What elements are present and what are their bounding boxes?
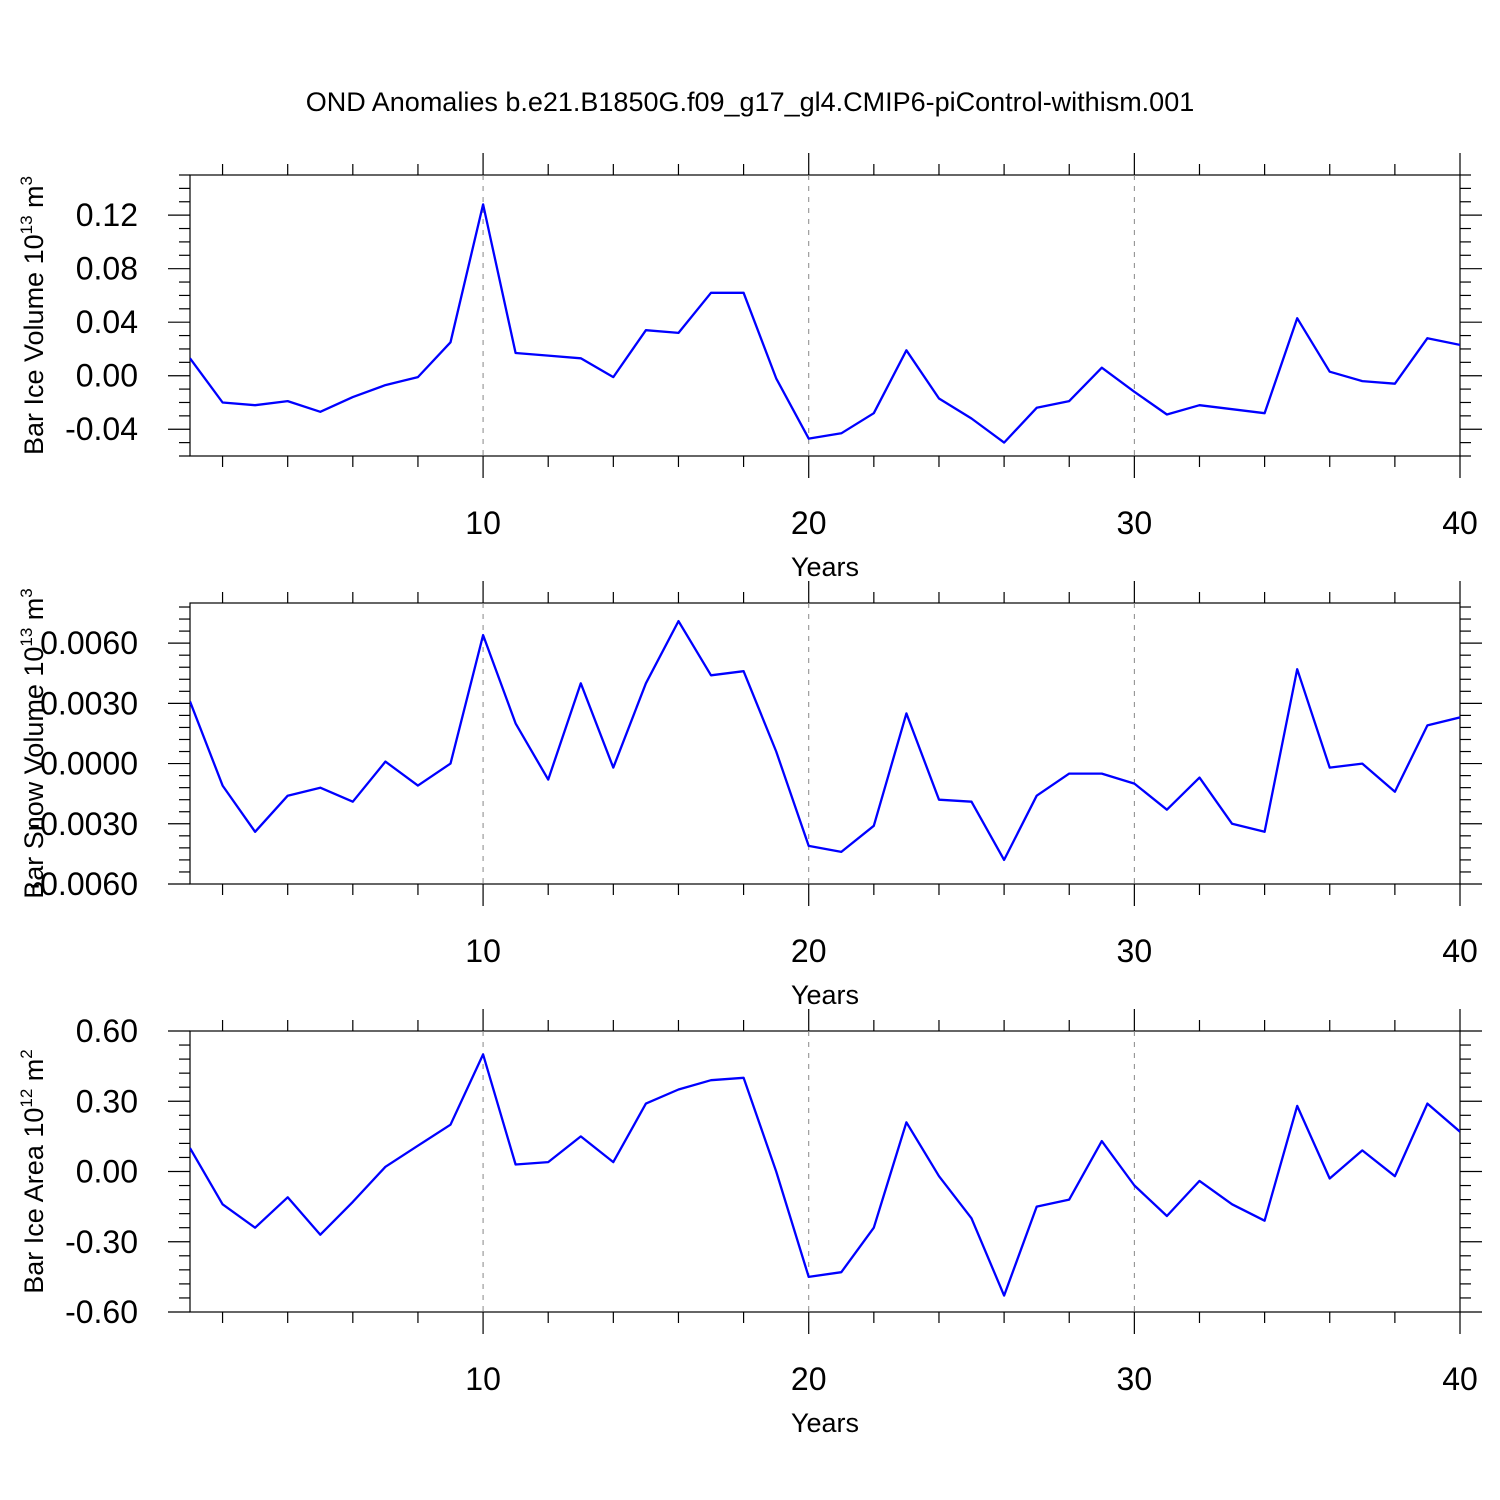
y-tick-label: 0.60	[76, 1013, 138, 1049]
x-tick-label: 40	[1442, 933, 1478, 969]
x-tick-label: 10	[465, 505, 501, 541]
x-tick-label: 20	[791, 505, 827, 541]
y-tick-label: -0.60	[65, 1294, 138, 1330]
x-tick-label: 20	[791, 933, 827, 969]
y-tick-label: 0.12	[76, 197, 138, 233]
series-line	[190, 1053, 1460, 1297]
y-tick-label: -0.30	[65, 1224, 138, 1260]
y-tick-label: 0.0030	[40, 685, 138, 721]
x-axis-label: Years	[791, 1408, 859, 1438]
x-tick-label: 30	[1117, 505, 1153, 541]
y-axis-label: Bar Snow Volume 1013 m3	[17, 588, 49, 899]
x-tick-label: 40	[1442, 505, 1478, 541]
y-tick-label: 0.04	[76, 304, 138, 340]
y-tick-label: -0.0030	[29, 806, 138, 842]
x-tick-label: 30	[1117, 1361, 1153, 1397]
x-tick-label: 40	[1442, 1361, 1478, 1397]
x-axis-label: Years	[791, 980, 859, 1010]
x-axis-label: Years	[791, 552, 859, 582]
plot-frame	[189, 174, 1461, 457]
y-axis-label: Bar Ice Area 1012 m2	[17, 1049, 49, 1294]
x-tick-label: 10	[465, 1361, 501, 1397]
y-tick-label: 0.00	[76, 358, 138, 394]
panel-3: 0.60 0.30 0.00 -0.30 -0.60 10 20 30 40 Years Bar I…	[17, 1009, 1482, 1438]
panel-2: 0.0060 0.0030 0.0000 -0.0030 -0.0060 10 20 30 40…	[17, 581, 1482, 1010]
figure-title: OND Anomalies b.e21.B1850G.f09_g17_gl4.C…	[306, 87, 1194, 117]
y-tick-label: 0.30	[76, 1083, 138, 1119]
series-line	[190, 203, 1460, 444]
x-tick-label: 30	[1117, 933, 1153, 969]
panel-1: 0.12 0.08 0.04 0.00 -0.04 10 20 30 40 Years Bar Ic…	[17, 153, 1482, 582]
plot-frame	[189, 602, 1461, 885]
y-tick-label: 0.0000	[40, 746, 138, 782]
series-line	[190, 619, 1460, 862]
y-tick-label: 0.00	[76, 1154, 138, 1190]
y-tick-label: 0.0060	[40, 625, 138, 661]
y-tick-label: -0.0060	[29, 866, 138, 902]
x-tick-label: 20	[791, 1361, 827, 1397]
y-axis-label: Bar Ice Volume 1013 m3	[17, 176, 49, 455]
x-tick-label: 10	[465, 933, 501, 969]
y-tick-label: 0.08	[76, 251, 138, 287]
y-tick-label: -0.04	[65, 411, 138, 447]
